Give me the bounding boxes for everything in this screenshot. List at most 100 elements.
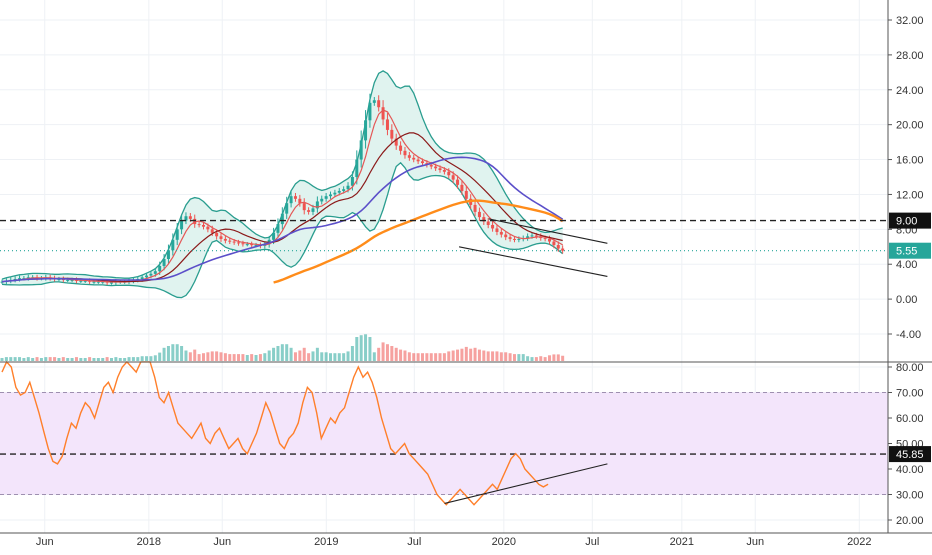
volume-bar bbox=[206, 352, 210, 361]
volume-bar bbox=[201, 353, 205, 361]
volume-bar bbox=[145, 356, 149, 361]
volume-bar bbox=[469, 348, 473, 361]
candle-body bbox=[385, 119, 389, 130]
rsi-tick-label: 80.00 bbox=[896, 362, 924, 374]
candle-body bbox=[180, 220, 184, 230]
trendline-lower bbox=[458, 246, 608, 277]
volume-bar bbox=[162, 347, 166, 361]
volume-bar bbox=[188, 352, 192, 361]
volume-bar bbox=[44, 357, 48, 361]
volume-bar bbox=[57, 358, 61, 361]
candle-body bbox=[561, 248, 565, 251]
rsi-tick-label: 40.00 bbox=[896, 464, 924, 476]
volume-bar bbox=[315, 347, 319, 361]
candle-body bbox=[101, 281, 105, 283]
candle-body bbox=[188, 216, 192, 219]
candle-body bbox=[145, 275, 149, 278]
candle-body bbox=[337, 190, 341, 193]
volume-bar bbox=[96, 358, 100, 361]
volume-bar bbox=[473, 347, 477, 361]
rsi-line bbox=[1, 360, 549, 506]
rsi-band bbox=[0, 392, 888, 495]
price-tick-label: 12.00 bbox=[896, 189, 924, 201]
labels: 32.0028.0024.0020.0016.0012.008.004.000.… bbox=[36, 15, 931, 548]
volume-bar bbox=[232, 354, 236, 361]
candle-body bbox=[307, 210, 311, 212]
price-tick-label: 28.00 bbox=[896, 50, 924, 62]
candle-body bbox=[96, 281, 100, 283]
price-tick-label: 16.00 bbox=[896, 155, 924, 167]
volume-bar bbox=[460, 348, 464, 361]
candle-body bbox=[368, 102, 372, 121]
candle-body bbox=[377, 100, 381, 108]
axes bbox=[0, 0, 932, 534]
volume-bar bbox=[136, 357, 140, 361]
volume-bar bbox=[153, 355, 157, 361]
candle-body bbox=[403, 150, 407, 156]
candle-body bbox=[289, 196, 293, 204]
candle-body bbox=[110, 282, 114, 284]
volume-bar bbox=[228, 354, 232, 361]
volume-bar bbox=[320, 352, 324, 361]
volume-bar bbox=[79, 358, 83, 361]
volume-bars bbox=[0, 334, 565, 361]
x-tick-label: 2018 bbox=[137, 536, 161, 548]
candle-body bbox=[237, 242, 241, 244]
candle-body bbox=[57, 279, 61, 281]
volume-bar bbox=[0, 358, 4, 361]
candle-body bbox=[517, 238, 521, 240]
candle-body bbox=[530, 235, 534, 237]
candle-body bbox=[355, 159, 359, 177]
volume-bar bbox=[333, 353, 337, 361]
volume-bar bbox=[215, 351, 219, 361]
rsi-tick-label: 30.00 bbox=[896, 490, 924, 502]
rsi-line bbox=[0, 360, 888, 506]
candle-body bbox=[184, 216, 188, 221]
volume-bar bbox=[166, 346, 170, 361]
candle-body bbox=[548, 238, 552, 242]
candle-body bbox=[394, 138, 398, 146]
candle-body bbox=[552, 241, 556, 246]
candle-body bbox=[486, 221, 490, 225]
candle-body bbox=[451, 175, 455, 180]
candle-body bbox=[302, 203, 306, 211]
volume-bar bbox=[18, 357, 22, 361]
volume-bar bbox=[171, 344, 175, 361]
last-price-tag: 5.55 bbox=[896, 246, 917, 258]
volume-bar bbox=[377, 347, 381, 361]
x-tick-label: 2022 bbox=[847, 536, 871, 548]
candle-body bbox=[342, 189, 346, 191]
volume-bar bbox=[464, 346, 468, 361]
volume-bar bbox=[241, 354, 245, 361]
volume-bar bbox=[403, 350, 407, 361]
volume-bar bbox=[114, 357, 118, 361]
rsi-band-fill bbox=[0, 392, 888, 495]
candle-body bbox=[276, 224, 280, 233]
candle-body bbox=[79, 280, 83, 282]
volume-bar bbox=[420, 353, 424, 361]
volume-bar bbox=[394, 347, 398, 361]
rsi-value-tag: 45.85 bbox=[896, 449, 924, 461]
volume-bar bbox=[92, 358, 96, 361]
volume-bar bbox=[88, 357, 92, 361]
candle-body bbox=[315, 201, 319, 209]
candle-body bbox=[381, 107, 385, 120]
candle-body bbox=[324, 196, 328, 199]
candle-body bbox=[482, 217, 486, 222]
volume-bar bbox=[482, 350, 486, 361]
candle-body bbox=[460, 184, 464, 191]
volume-bar bbox=[329, 353, 333, 361]
volume-bar bbox=[276, 346, 280, 361]
level-tag-bg bbox=[889, 212, 931, 229]
candle-body bbox=[92, 281, 96, 283]
volume-bar bbox=[272, 347, 276, 361]
volume-bar bbox=[245, 355, 249, 361]
rsi-value-tag-bg bbox=[889, 446, 931, 463]
ma-orange-line bbox=[273, 199, 564, 284]
candle-body bbox=[26, 277, 30, 279]
x-tick-label: Jun bbox=[36, 536, 54, 548]
rsi-tick-label: 60.00 bbox=[896, 413, 924, 425]
volume-bar bbox=[285, 344, 289, 361]
